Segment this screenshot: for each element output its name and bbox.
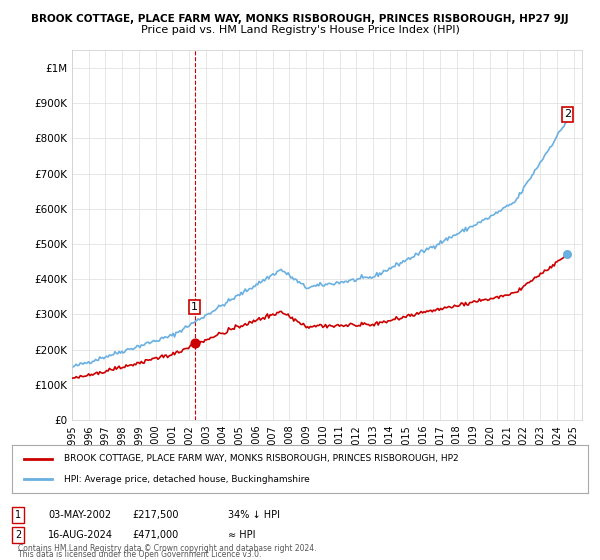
Text: 2: 2 [15,530,21,540]
Text: ≈ HPI: ≈ HPI [228,530,256,540]
Text: BROOK COTTAGE, PLACE FARM WAY, MONKS RISBOROUGH, PRINCES RISBOROUGH, HP2: BROOK COTTAGE, PLACE FARM WAY, MONKS RIS… [64,454,458,463]
Point [562,250,572,259]
Text: 16-AUG-2024: 16-AUG-2024 [48,530,113,540]
Text: This data is licensed under the Open Government Licence v3.0.: This data is licensed under the Open Gov… [18,550,262,559]
Text: Contains HM Land Registry data © Crown copyright and database right 2024.: Contains HM Land Registry data © Crown c… [18,544,317,553]
Text: £471,000: £471,000 [132,530,178,540]
Text: £217,500: £217,500 [132,510,179,520]
Text: 1: 1 [15,510,21,520]
Text: Price paid vs. HM Land Registry's House Price Index (HPI): Price paid vs. HM Land Registry's House … [140,25,460,35]
Text: 2: 2 [564,109,571,119]
Point [190,339,199,348]
Text: 03-MAY-2002: 03-MAY-2002 [48,510,111,520]
Text: 1: 1 [191,302,198,312]
Text: HPI: Average price, detached house, Buckinghamshire: HPI: Average price, detached house, Buck… [64,475,310,484]
Text: 34% ↓ HPI: 34% ↓ HPI [228,510,280,520]
Text: BROOK COTTAGE, PLACE FARM WAY, MONKS RISBOROUGH, PRINCES RISBOROUGH, HP27 9JJ: BROOK COTTAGE, PLACE FARM WAY, MONKS RIS… [31,14,569,24]
